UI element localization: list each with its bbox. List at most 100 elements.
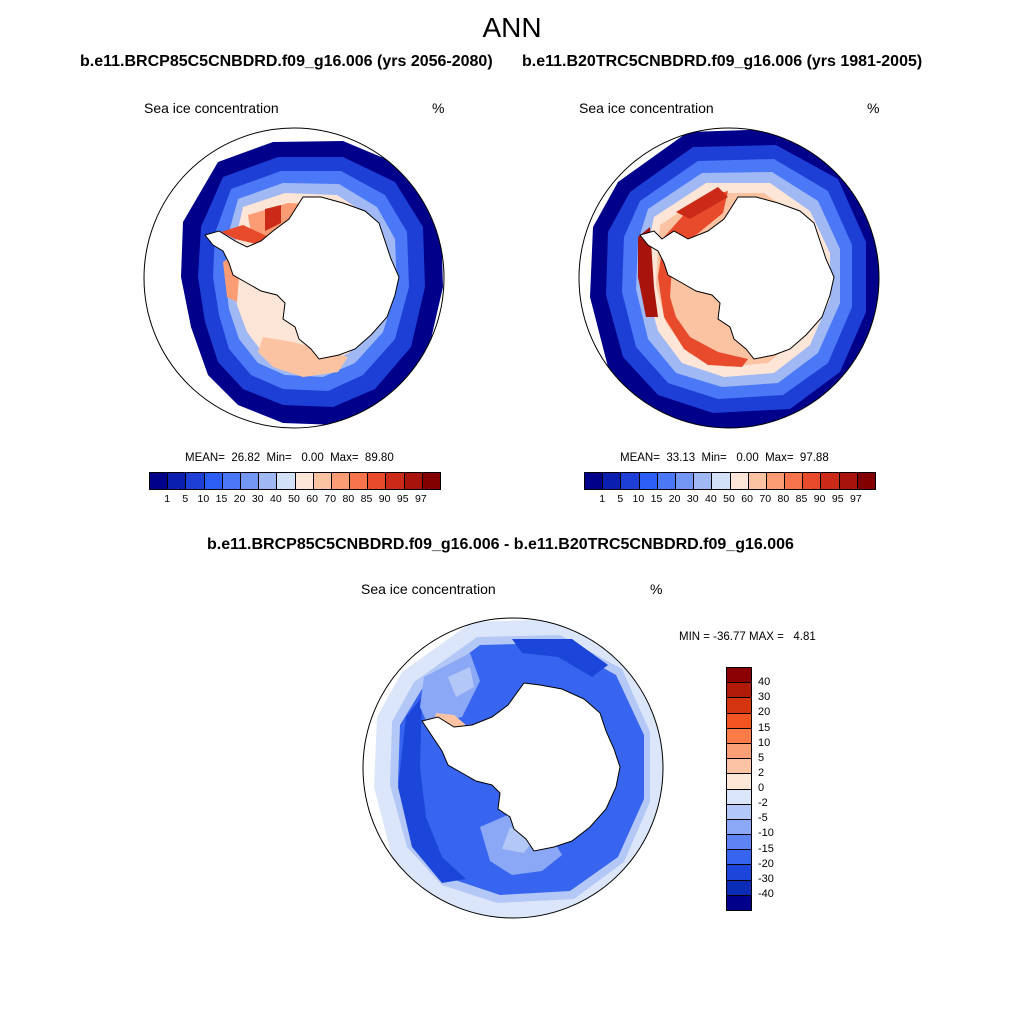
panel-2-colorbar-tick-label: 20 xyxy=(668,493,681,505)
difference-units-label: % xyxy=(650,581,663,597)
panel-2-colorbar-tick-label: 40 xyxy=(705,493,717,505)
panel-1-colorbar-tick-label: 40 xyxy=(270,493,282,505)
difference-colorbar-swatch xyxy=(727,713,751,729)
difference-antarctica xyxy=(421,682,621,852)
panel-1-colorbar-swatch xyxy=(295,473,314,489)
panel-2-colorbar-tick-label: 1 xyxy=(599,493,606,505)
difference-colorbar-tick-label: 0 xyxy=(758,782,765,794)
panel-1-colorbar-swatch xyxy=(168,473,187,489)
difference-colorbar-tick-label: 15 xyxy=(758,721,771,734)
panel-2-colorbar-swatch xyxy=(857,473,875,489)
panel-1-colorbar-tick-label: 30 xyxy=(251,493,264,505)
difference-colorbar-swatch xyxy=(727,683,751,699)
panel-1-units-label: % xyxy=(432,100,445,116)
panel-1-colorbar-swatch xyxy=(204,473,223,489)
panel-2-colorbar-swatch xyxy=(675,473,695,489)
difference-colorbar-swatch xyxy=(727,728,751,744)
panel-1-colorbar-swatch xyxy=(404,473,423,489)
panel-1-colorbar-tick-label: 90 xyxy=(378,493,391,505)
panel-2-colorbar-tick-label: 15 xyxy=(650,493,663,505)
difference-colorbar-tick-label: -15 xyxy=(758,842,774,855)
difference-colorbar-swatch xyxy=(727,789,751,805)
panel-1-case-title: b.e11.BRCP85C5CNBDRD.f09_g16.006 (yrs 20… xyxy=(80,53,493,70)
panel-1-colorbar-swatch xyxy=(240,473,260,489)
difference-map-border xyxy=(362,617,664,919)
panel-2-map-border xyxy=(578,127,880,429)
panel-1-colorbar-swatch xyxy=(222,473,241,489)
panel-1-colorbar-swatch xyxy=(331,473,351,489)
panel-1-variable-label: Sea ice concentration xyxy=(144,100,279,116)
panel-2-colorbar-swatch xyxy=(657,473,676,489)
panel-1-colorbar-swatch xyxy=(350,473,369,489)
difference-colorbar-tick-label: 30 xyxy=(758,691,771,704)
difference-colorbar-tick-label: -30 xyxy=(758,872,774,885)
difference-case-title: b.e11.BRCP85C5CNBDRD.f09_g16.006 - b.e11… xyxy=(207,536,794,553)
panel-1-colorbar xyxy=(149,472,441,490)
panel-1-colorbar-swatch xyxy=(422,473,440,489)
panel-2-colorbar-swatch xyxy=(694,473,713,489)
panel-2-case-title: b.e11.B20TRC5CNBDRD.f09_g16.006 (yrs 198… xyxy=(522,53,923,70)
difference-colorbar-swatch xyxy=(727,835,751,851)
panel-2-colorbar-swatch xyxy=(803,473,822,489)
panel-1-colorbar-swatch xyxy=(368,473,387,489)
panel-1-colorbar-tick-label: 1 xyxy=(164,493,171,505)
panel-1-colorbar-swatch xyxy=(313,473,332,489)
difference-colorbar-swatch xyxy=(727,850,751,866)
panel-1-colorbar-swatch xyxy=(277,473,296,489)
panel-1-colorbar-swatch xyxy=(186,473,205,489)
panel-2-colorbar-swatch xyxy=(585,473,604,489)
difference-colorbar-swatch xyxy=(727,895,751,910)
difference-colorbar-tick-label: -20 xyxy=(758,857,774,870)
panel-1-map-border xyxy=(143,127,445,429)
panel-1-colorbar-swatch xyxy=(259,473,278,489)
figure-title: ANN xyxy=(482,12,542,43)
panel-2-colorbar-tick-label: 50 xyxy=(723,493,735,505)
difference-colorbar-tick-label: 20 xyxy=(758,706,771,719)
difference-colorbar-ticks: 40 30 20 15 10 5 2 0 -2 -5 -10 -15 -20 -30 -40 xyxy=(758,667,788,909)
difference-colorbar-swatch xyxy=(727,804,751,820)
difference-colorbar-swatch xyxy=(727,819,751,836)
difference-colorbar-swatch xyxy=(727,865,751,881)
difference-colorbar-swatch xyxy=(727,668,751,684)
panel-1-stats: MEAN= 26.82 Min= 0.00 Max= 89.80 xyxy=(185,452,394,464)
panel-1-colorbar-tick-label: 95 xyxy=(396,493,409,505)
panel-2-colorbar-tick-label: 85 xyxy=(795,493,808,505)
difference-colorbar-swatch xyxy=(727,774,751,790)
panel-2-colorbar-tick-label: 10 xyxy=(632,493,645,505)
difference-colorbar-swatch xyxy=(727,743,751,760)
difference-stats: MIN = -36.77 MAX = 4.81 xyxy=(679,631,816,643)
difference-colorbar-tick-label: -5 xyxy=(758,812,768,825)
difference-colorbar-tick-label: 40 xyxy=(758,676,771,689)
difference-colorbar-tick-label: 5 xyxy=(758,751,765,764)
panel-1-colorbar-ticks: 1 5 10 15 20 30 40 50 60 70 80 85 90 95 97 xyxy=(149,493,439,507)
panel-2-units-label: % xyxy=(867,100,880,116)
panel-2-colorbar-swatch xyxy=(785,473,804,489)
panel-2-antarctica xyxy=(639,196,835,360)
panel-2-map xyxy=(578,127,880,429)
panel-2-colorbar-tick-label: 90 xyxy=(813,493,826,505)
panel-1-colorbar-tick-label: 80 xyxy=(342,493,355,505)
panel-2-colorbar-tick-label: 97 xyxy=(850,493,862,505)
panel-2-colorbar-ticks: 1 5 10 15 20 30 40 50 60 70 80 85 90 95 97 xyxy=(584,493,874,507)
panel-2-colorbar-swatch xyxy=(766,473,786,489)
panel-2-colorbar-swatch xyxy=(639,473,658,489)
difference-colorbar-tick-label: -2 xyxy=(758,797,768,810)
panel-2-colorbar xyxy=(584,472,876,490)
panel-2-colorbar-swatch xyxy=(821,473,840,489)
panel-2-colorbar-tick-label: 70 xyxy=(759,493,772,505)
panel-1-antarctica xyxy=(204,196,400,360)
panel-1-colorbar-tick-label: 5 xyxy=(182,493,189,505)
difference-colorbar-tick-label: -10 xyxy=(758,827,774,840)
panel-2-colorbar-swatch xyxy=(730,473,749,489)
panel-2-variable-label: Sea ice concentration xyxy=(579,100,714,116)
difference-colorbar-swatch xyxy=(727,759,751,775)
panel-1-colorbar-swatch xyxy=(150,473,169,489)
panel-2-colorbar-swatch xyxy=(621,473,640,489)
panel-2-colorbar-swatch xyxy=(748,473,767,489)
panel-2-colorbar-swatch xyxy=(712,473,731,489)
panel-2-colorbar-tick-label: 5 xyxy=(617,493,624,505)
panel-2-colorbar-tick-label: 80 xyxy=(777,493,790,505)
panel-1-map xyxy=(143,127,445,429)
panel-1-colorbar-tick-label: 85 xyxy=(360,493,373,505)
difference-map xyxy=(362,617,664,919)
